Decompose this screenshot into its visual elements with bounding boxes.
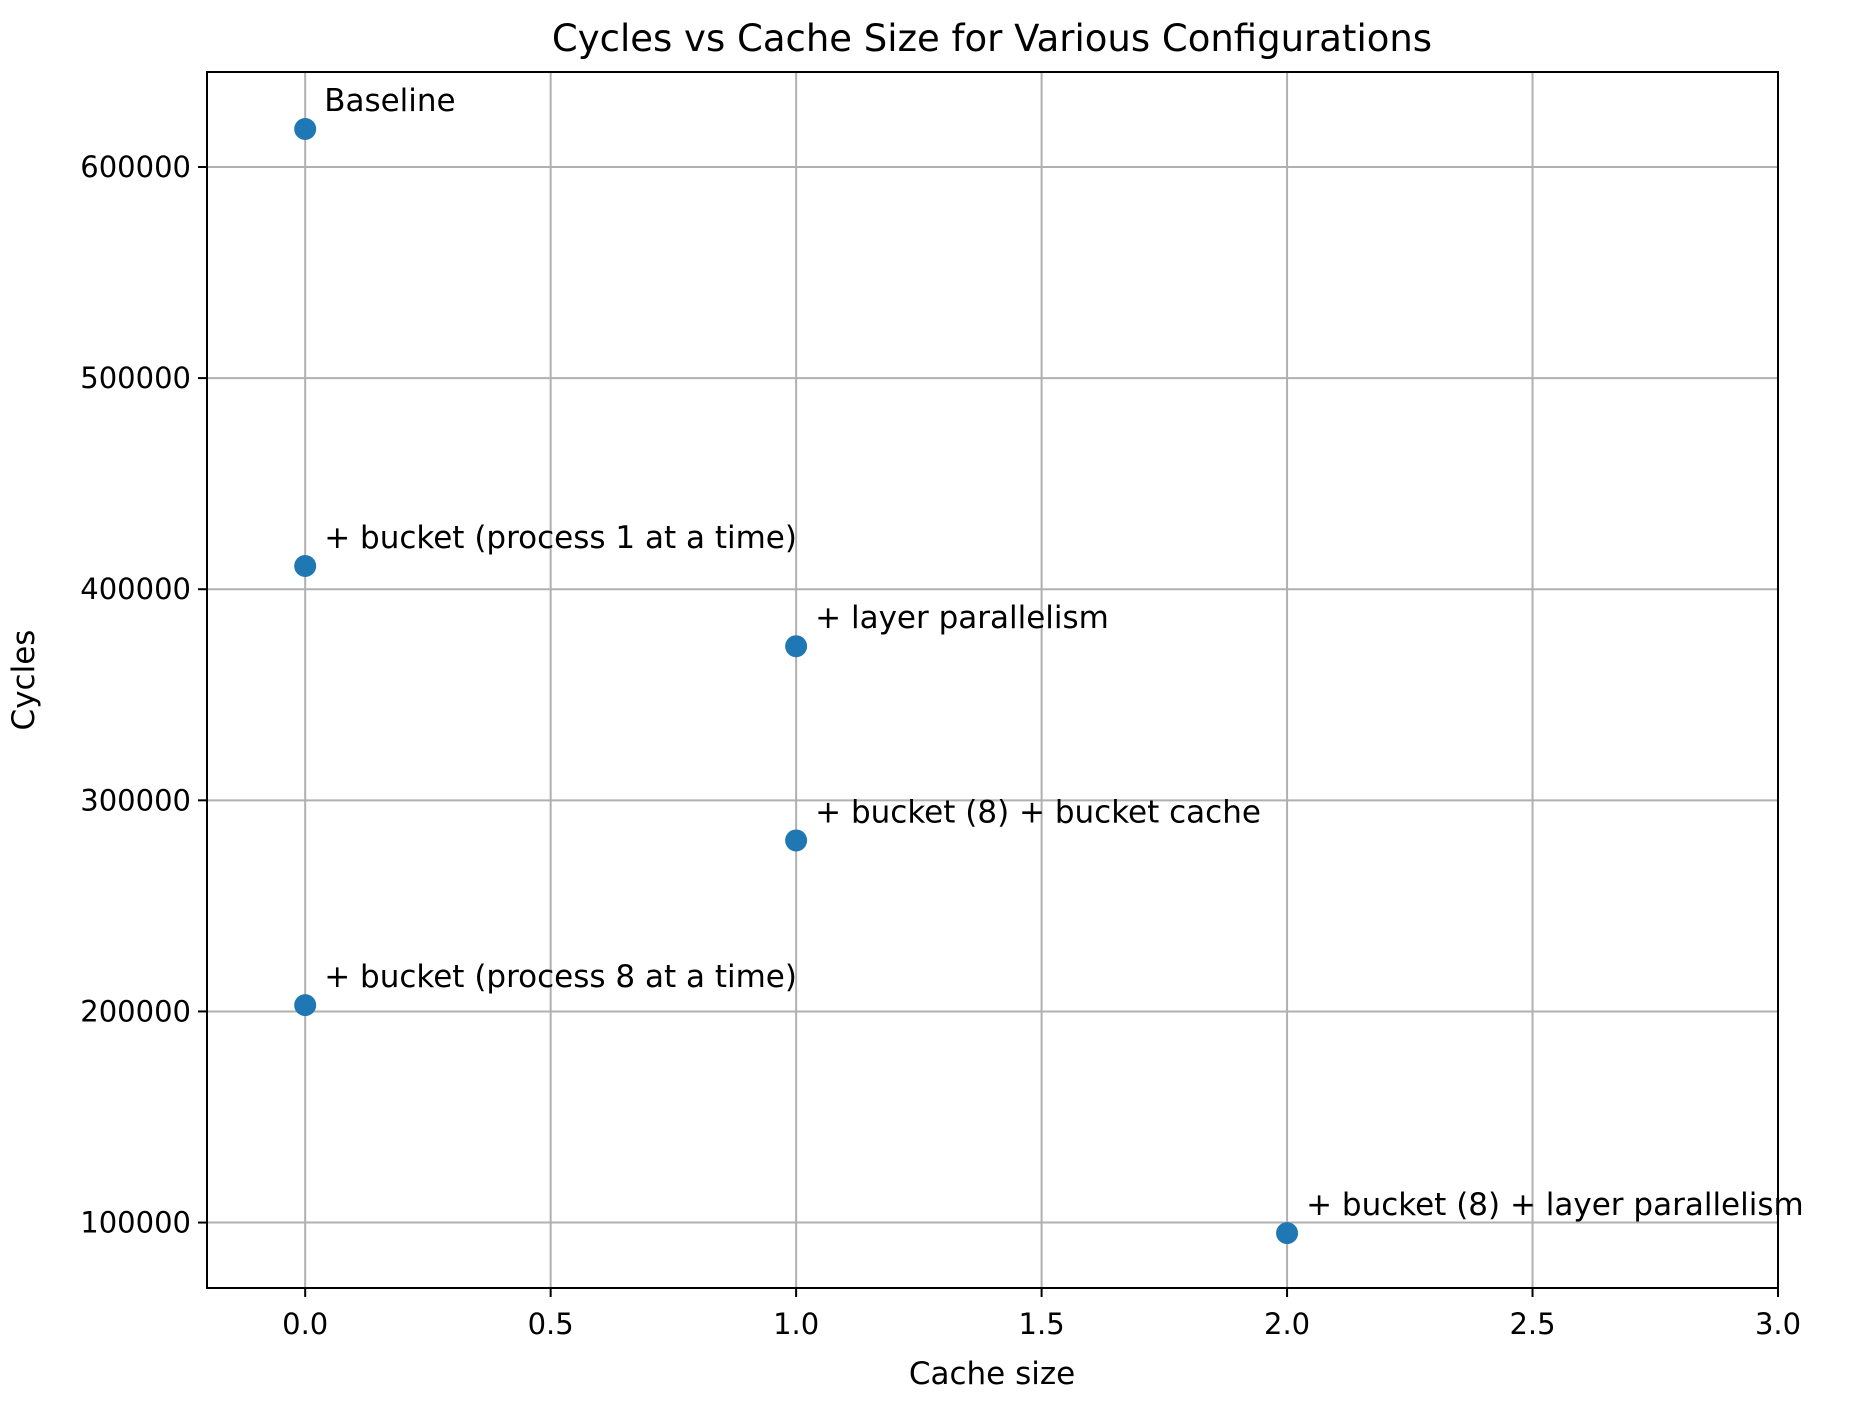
chart-title: Cycles vs Cache Size for Various Configu… (552, 17, 1432, 60)
y-tick-label: 200000 (80, 994, 191, 1028)
data-point (294, 555, 317, 577)
x-tick-label: 1.0 (773, 1307, 819, 1341)
y-tick-label: 100000 (80, 1206, 191, 1240)
y-tick-label: 300000 (80, 783, 191, 817)
data-point (785, 829, 808, 852)
x-tick-label: 3.0 (1755, 1307, 1801, 1341)
data-points: Baseline + bucket (process 1 at a time) + … (294, 83, 1804, 1245)
data-point-label: + bucket (process 1 at a time) (324, 520, 797, 556)
data-point-label: + bucket (process 8 at a time) (324, 959, 797, 995)
x-tick-label: 0.0 (282, 1307, 328, 1341)
data-point-label: + layer parallelism (815, 600, 1109, 636)
data-point-label: + bucket (8) + bucket cache (815, 794, 1261, 830)
x-axis-label: Cache size (909, 1356, 1075, 1392)
data-point (294, 118, 317, 140)
y-tick-label: 600000 (80, 150, 191, 184)
x-tick-label: 2.0 (1264, 1307, 1310, 1341)
data-point-label: + bucket (8) + layer parallelism (1306, 1187, 1804, 1223)
y-axis-ticks: 100000 200000 300000 400000 500000 600000 (80, 150, 207, 1240)
data-point (1276, 1222, 1299, 1245)
x-tick-label: 0.5 (528, 1307, 574, 1341)
x-tick-label: 2.5 (1509, 1307, 1555, 1341)
data-point (294, 994, 317, 1017)
data-point-label: Baseline (324, 83, 455, 119)
x-tick-label: 1.5 (1019, 1307, 1065, 1341)
plot-area-frame (206, 71, 1779, 1289)
y-tick-label: 500000 (80, 361, 191, 395)
x-axis-ticks: 0.0 0.5 1.0 1.5 2.0 2.5 3.0 (282, 1288, 1801, 1341)
data-point (785, 635, 808, 658)
grid (207, 72, 1779, 1288)
y-tick-label: 400000 (80, 572, 191, 606)
y-axis-label: Cycles (6, 630, 42, 731)
